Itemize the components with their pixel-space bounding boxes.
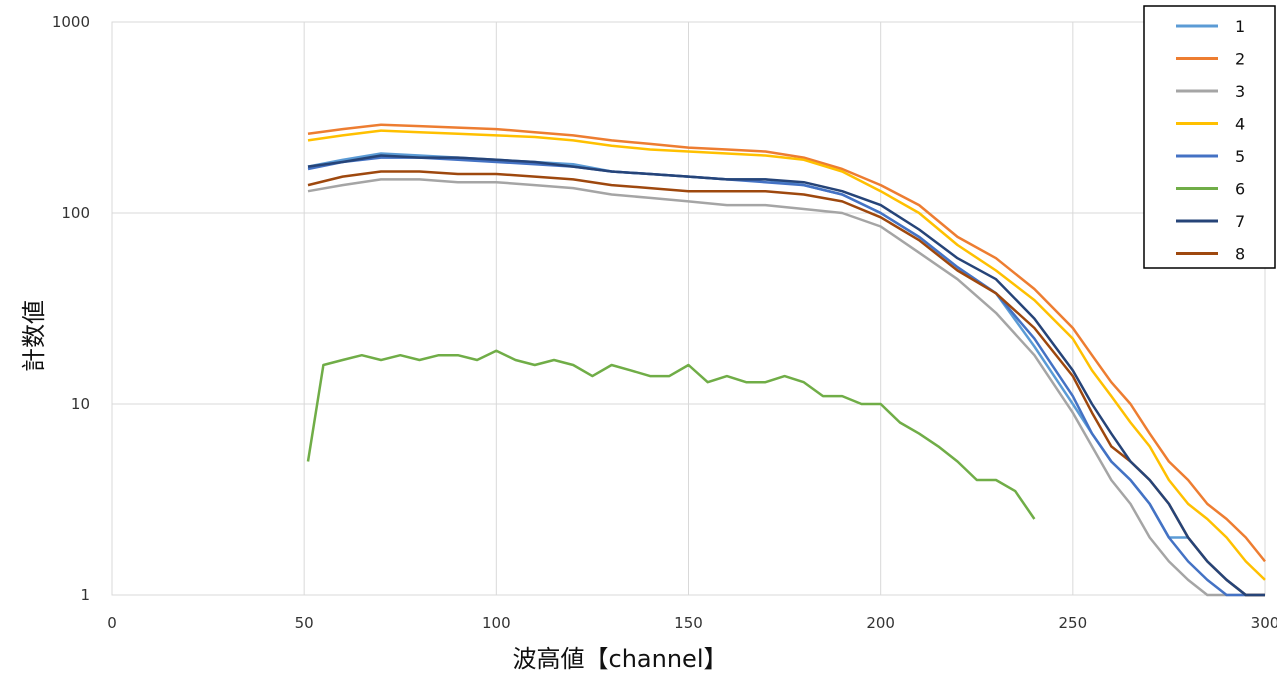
legend-label-6: 6 bbox=[1235, 180, 1245, 199]
series-line-6 bbox=[306, 349, 1036, 520]
series-line-7 bbox=[307, 154, 1265, 597]
x-tick-label: 300 bbox=[1251, 614, 1277, 632]
series-layer bbox=[306, 123, 1266, 597]
series-line-2 bbox=[307, 123, 1266, 563]
legend-label-1: 1 bbox=[1235, 17, 1245, 36]
legend-label-7: 7 bbox=[1235, 212, 1245, 231]
series-line-1 bbox=[307, 152, 1265, 597]
series-line-4 bbox=[307, 129, 1266, 581]
y-tick-label: 1000 bbox=[52, 13, 90, 31]
legend-label-2: 2 bbox=[1235, 50, 1245, 69]
grid-lines bbox=[111, 21, 1266, 596]
x-axis-title: 波高値【channel】 bbox=[513, 645, 728, 673]
series-line-5 bbox=[307, 156, 1265, 597]
x-tick-label: 250 bbox=[1059, 614, 1088, 632]
series-line-3 bbox=[307, 178, 1265, 597]
legend: 1 2 3 4 5 6 7 8 bbox=[1143, 5, 1276, 269]
x-tick-label: 150 bbox=[674, 614, 703, 632]
legend-label-5: 5 bbox=[1235, 147, 1245, 166]
y-tick-label: 1 bbox=[80, 586, 90, 604]
y-tick-label: 10 bbox=[71, 395, 90, 413]
x-axis-ticks: 0 50 100 150 200 250 300 bbox=[107, 614, 1277, 632]
x-tick-label: 50 bbox=[295, 614, 314, 632]
legend-label-8: 8 bbox=[1235, 245, 1245, 264]
y-tick-label: 100 bbox=[61, 204, 90, 222]
x-tick-label: 100 bbox=[482, 614, 511, 632]
legend-label-4: 4 bbox=[1235, 115, 1245, 134]
plot-area-border bbox=[111, 21, 1266, 596]
x-tick-label: 0 bbox=[107, 614, 117, 632]
legend-box bbox=[1143, 5, 1276, 269]
y-axis-ticks: 1 10 100 1000 bbox=[52, 13, 90, 604]
series-line-8 bbox=[307, 170, 1265, 597]
legend-label-3: 3 bbox=[1235, 82, 1245, 101]
y-axis-title: 計数値 bbox=[20, 300, 48, 372]
x-tick-label: 200 bbox=[866, 614, 895, 632]
